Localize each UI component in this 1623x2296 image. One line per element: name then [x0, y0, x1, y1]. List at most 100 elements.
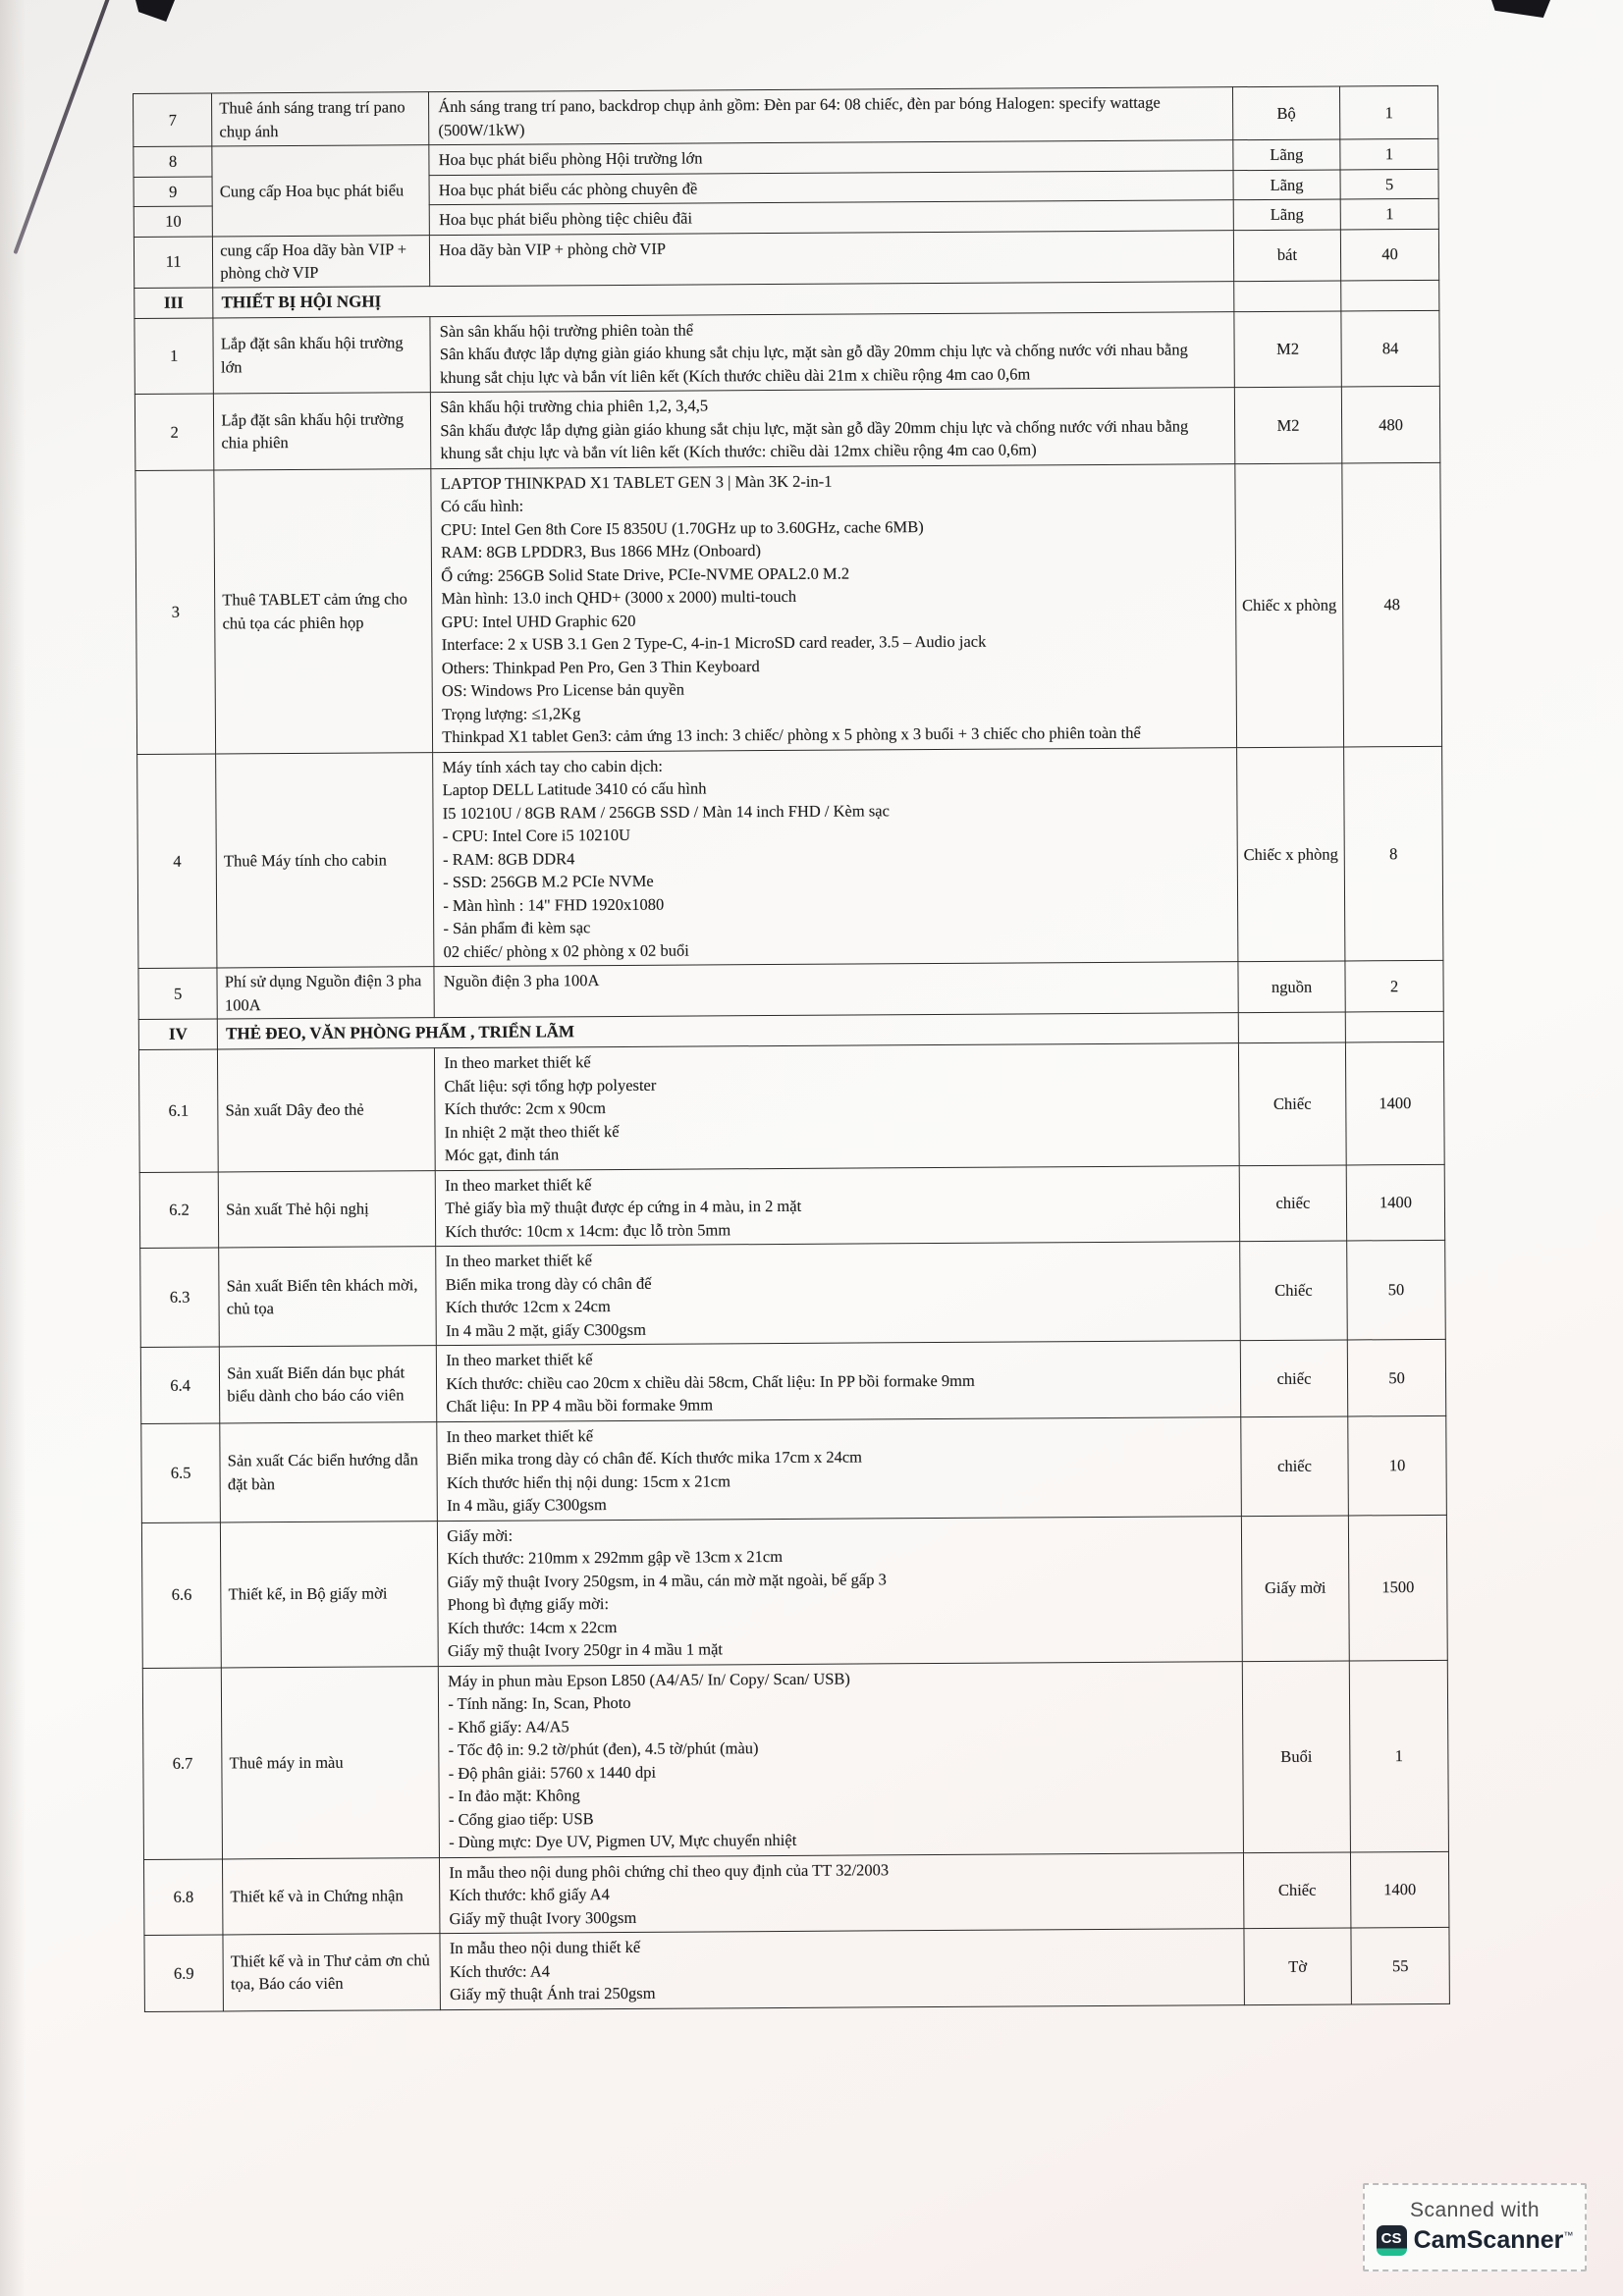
- row-name: Sản xuất Dây đeo thẻ: [217, 1047, 436, 1172]
- row-unit: Lãng: [1232, 138, 1341, 171]
- row-name: Thiết kế và in Thư cảm ơn chủ tọa, Báo c…: [223, 1933, 441, 2011]
- table-row: 7 Thuê ánh sáng trang trí pano chụp ánh Án…: [133, 85, 1438, 147]
- row-id: 6.1: [138, 1048, 219, 1172]
- table-row: 2 Lắp đặt sân khấu hội trường chia phiên S…: [135, 386, 1440, 470]
- camscanner-badge: Scanned with CS CamScanner™: [1363, 2183, 1587, 2271]
- row-name: Lắp đặt sân khấu hội trường lớn: [213, 316, 431, 395]
- scanned-with-label: Scanned with: [1409, 2199, 1541, 2221]
- row-description: In theo market thiết kế Chất liệu: sợi tổ…: [434, 1042, 1240, 1171]
- row-description: Hoa bục phát biểu phòng tiệc chiêu đãi: [429, 199, 1234, 236]
- row-qty: 5: [1340, 168, 1439, 199]
- row-qty: 84: [1340, 309, 1440, 387]
- row-qty: 1400: [1350, 1850, 1449, 1928]
- row-id: 6.9: [143, 1934, 224, 2011]
- row-qty: 1400: [1345, 1041, 1445, 1165]
- row-description: Hoa bục phát biểu các phòng chuyên đề: [429, 170, 1234, 205]
- row-qty: [1345, 1011, 1444, 1042]
- row-unit: Chiếc x phòng: [1236, 746, 1345, 962]
- row-name: Lắp đặt sân khấu hội trường chia phiên: [213, 392, 432, 470]
- camscanner-brand-text: CamScanner: [1413, 2226, 1564, 2254]
- row-description: In mẫu theo nội dung phôi chứng chỉ theo…: [439, 1852, 1244, 1934]
- description-line: Hoa dãy bàn VIP + phòng chờ VIP: [439, 239, 667, 259]
- row-unit: nguồn: [1237, 960, 1346, 1013]
- description-line: Sân khấu được lắp dựng giàn giáo khung s…: [440, 415, 1189, 463]
- row-unit: Buổi: [1242, 1660, 1351, 1853]
- row-qty: 55: [1350, 1927, 1450, 2004]
- row-unit: chiếc: [1240, 1339, 1348, 1417]
- trademark-symbol: ™: [1563, 2230, 1574, 2242]
- row-unit: M2: [1233, 310, 1342, 388]
- row-name: Thuê TABLET cảm ứng cho chủ tọa các phiê…: [214, 468, 433, 754]
- description-line: In 4 mầu 2 mặt, giấy C300gsm: [445, 1319, 646, 1340]
- row-unit: Chiếc: [1243, 1851, 1351, 1929]
- row-id: 5: [137, 967, 218, 1020]
- row-description: Ánh sáng trang trí pano, backdrop chụp ả…: [428, 86, 1233, 145]
- table-row: 6.9 Thiết kế và in Thư cảm ơn chủ tọa, Bá…: [143, 1927, 1450, 2011]
- row-id: 6.4: [140, 1346, 221, 1423]
- row-name: Sản xuất Các biển hướng dẫn đặt bàn: [220, 1421, 438, 1522]
- row-qty: 1: [1349, 1659, 1449, 1852]
- description-line: Chất liệu: In PP 4 mầu bồi formake 9mm: [446, 1395, 714, 1416]
- table-row: 6.7 Thuê máy in màu Máy in phun màu Epson …: [142, 1659, 1449, 1859]
- row-qty: 2: [1344, 960, 1444, 1012]
- table-row: 6.6 Thiết kế, in Bộ giấy mời Giấy mời: Kích…: [141, 1514, 1448, 1668]
- row-description: Hoa dãy bàn VIP + phòng chờ VIP: [429, 230, 1234, 287]
- row-description: In mẫu theo nội dung thiết kế Kích thước:…: [440, 1928, 1245, 2010]
- scan-shadow-left-edge: [0, 0, 26, 2296]
- table-row: 6.4 Sản xuất Biển dán bục phát biểu dành …: [140, 1339, 1446, 1423]
- description-line: Hoa bục phát biểu các phòng chuyên đề: [438, 178, 698, 199]
- row-name: Thuê ánh sáng trang trí pano chụp ánh: [211, 91, 430, 147]
- row-id: 7: [133, 93, 213, 147]
- row-id: 6.5: [140, 1422, 221, 1522]
- row-id: 6.3: [139, 1247, 220, 1348]
- row-name: Sản xuất Thẻ hội nghị: [218, 1170, 436, 1248]
- row-name: cung cấp Hoa dãy bàn VIP + phòng chờ VIP: [212, 235, 430, 288]
- row-id: 10: [134, 206, 213, 237]
- description-line: 02 chiếc/ phòng x 02 phòng x 02 buổi: [443, 940, 689, 961]
- row-description: Nguồn điện 3 pha 100A: [434, 961, 1239, 1018]
- scan-artifact-corner-top-right: [1491, 0, 1550, 18]
- row-unit: Chiếc: [1238, 1041, 1347, 1166]
- description-line: In 4 mầu, giấy C300gsm: [447, 1495, 607, 1516]
- row-unit: Lãng: [1233, 198, 1341, 231]
- row-qty: 8: [1343, 745, 1443, 961]
- camscanner-brand-row: CS CamScanner™: [1376, 2225, 1574, 2256]
- row-unit: bát: [1233, 229, 1341, 282]
- row-name: Thuê máy in màu: [221, 1666, 440, 1859]
- row-unit: [1238, 1011, 1346, 1043]
- row-name: Sản xuất Biển dán bục phát biểu dành cho…: [219, 1345, 438, 1423]
- row-unit: Tờ: [1243, 1927, 1352, 2005]
- row-qty: 10: [1347, 1415, 1447, 1516]
- row-unit: Chiếc x phòng: [1234, 462, 1344, 748]
- description-line: Ánh sáng trang trí pano, backdrop chụp ả…: [438, 92, 1161, 139]
- row-description: LAPTOP THINKPAD X1 TABLET GEN 3 | Màn 3K…: [431, 463, 1237, 753]
- row-description: In theo market thiết kế Kích thước: chiều…: [436, 1340, 1241, 1422]
- row-id: 8: [133, 146, 213, 177]
- row-id: 2: [135, 394, 215, 470]
- table-row: 6.1 Sản xuất Dây đeo thẻ In theo market th…: [138, 1041, 1445, 1172]
- row-description: Máy tính xách tay cho cabin dịch: Laptop …: [432, 747, 1238, 967]
- row-description: Máy in phun màu Epson L850 (A4/A5/ In/ C…: [438, 1661, 1244, 1858]
- row-description: Giấy mời: Kích thước: 210mm x 292mm gập v…: [437, 1516, 1243, 1667]
- row-qty: 1: [1339, 138, 1438, 170]
- description-line: Giấy mỹ thuật Ivory 300gsm: [449, 1907, 637, 1928]
- row-qty: 1400: [1346, 1163, 1445, 1241]
- row-id: 3: [135, 469, 216, 754]
- row-unit: chiếc: [1240, 1415, 1349, 1517]
- description-line: Hoa bục phát biểu phòng Hội trường lớn: [438, 148, 703, 170]
- description-line: Sân khấu được lắp dựng giàn giáo khung s…: [439, 340, 1188, 387]
- row-name: Thiết kế, in Bộ giấy mời: [220, 1521, 439, 1668]
- row-description: Sàn sân khấu hội trường phiên toàn thể Sâ…: [430, 311, 1235, 393]
- table-row: 6.8 Thiết kế và in Chứng nhận In mẫu theo …: [143, 1850, 1449, 1936]
- table-row: 6.5 Sản xuất Các biển hướng dẫn đặt bàn In…: [140, 1415, 1447, 1522]
- row-name: Phí sử dụng Nguồn điện 3 pha 100A: [217, 966, 435, 1019]
- row-description: Hoa bục phát biểu phòng Hội trường lớn: [429, 139, 1233, 176]
- scan-artifact-corner-top-left: [135, 0, 175, 22]
- row-qty: 40: [1340, 228, 1439, 281]
- row-qty: 48: [1341, 461, 1442, 747]
- row-id: 1: [134, 317, 214, 395]
- row-name: Thuê Máy tính cho cabin: [215, 752, 435, 968]
- row-name: Cung cấp Hoa bục phát biểu: [212, 144, 430, 237]
- description-line: Giấy mỹ thuật Ánh trai 250gsm: [450, 1983, 656, 2004]
